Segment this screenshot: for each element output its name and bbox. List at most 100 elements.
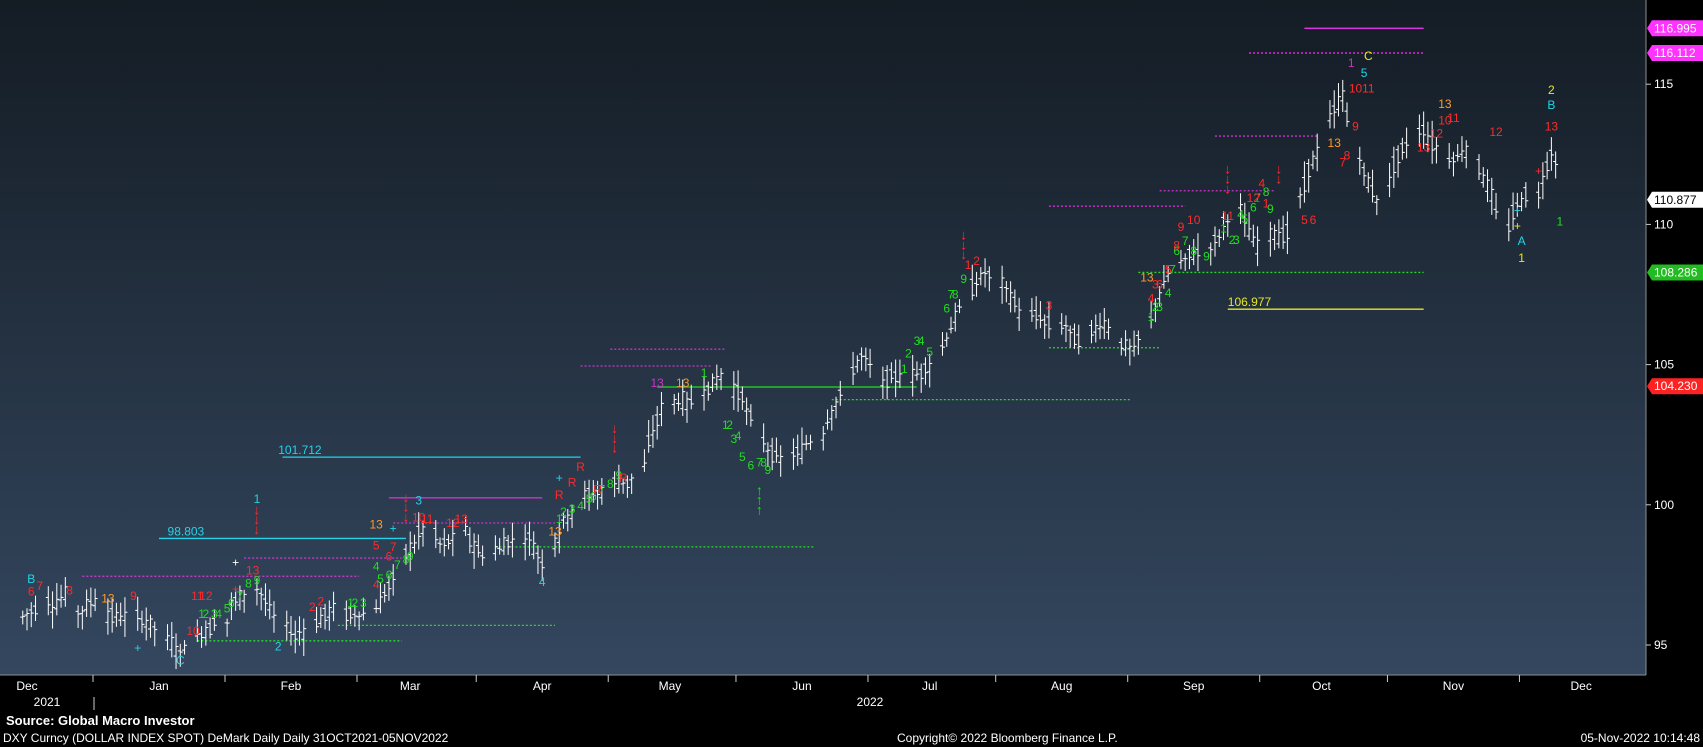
setup-arrow-marker: ↓ xyxy=(960,236,967,252)
ohlc-bar xyxy=(1331,90,1337,129)
ohlc-bar xyxy=(152,621,158,647)
ohlc-bar xyxy=(1221,211,1227,241)
price-bars xyxy=(20,79,1559,670)
ohlc-bar xyxy=(450,519,456,557)
ohlc-bar xyxy=(228,592,234,621)
ohlc-bar xyxy=(1071,323,1077,349)
ohlc-bar xyxy=(807,434,813,450)
ohlc-bar xyxy=(1191,239,1197,266)
ohlc-bar xyxy=(386,575,392,601)
source-label: Source: Global Macro Investor xyxy=(6,713,195,728)
ohlc-bar xyxy=(1463,140,1469,169)
ohlc-bar xyxy=(620,478,626,494)
demark-count-label: + xyxy=(390,522,397,536)
ohlc-bar xyxy=(1152,298,1158,323)
demark-count-label: 2 xyxy=(352,596,359,610)
ohlc-bar xyxy=(54,583,60,616)
ohlc-bar xyxy=(999,265,1005,304)
demark-count-label: 13 xyxy=(1545,119,1559,133)
x-month-label: Apr xyxy=(533,679,552,693)
ohlc-bar xyxy=(207,617,213,639)
ohlc-bar xyxy=(258,587,264,611)
ohlc-bar xyxy=(1148,301,1154,329)
ohlc-bar xyxy=(1365,172,1371,193)
ohlc-bar xyxy=(1097,312,1103,340)
ohlc-bar xyxy=(982,258,988,288)
demark-count-label: R xyxy=(555,488,564,502)
ohlc-bar xyxy=(262,583,268,617)
demark-count-label: 11 xyxy=(1447,111,1460,125)
ohlc-bar xyxy=(360,597,366,621)
demark-count-label: 8 xyxy=(1263,185,1270,199)
ohlc-bar xyxy=(1093,314,1099,343)
demark-count-label: 6 xyxy=(228,596,235,610)
ohlc-bar xyxy=(84,589,90,617)
demark-count-label: 2 xyxy=(1152,300,1159,314)
ohlc-bar xyxy=(1042,314,1048,339)
demark-count-label: 10 xyxy=(1438,114,1452,128)
ohlc-bar xyxy=(467,527,473,554)
ohlc-bar xyxy=(1208,242,1214,266)
setup-arrow-marker: ↓ xyxy=(611,430,618,446)
ohlc-bar xyxy=(1519,192,1525,212)
ohlc-bar xyxy=(795,434,801,466)
ohlc-bar xyxy=(599,478,605,505)
ohlc-bar xyxy=(1250,224,1256,247)
ohlc-bar xyxy=(561,511,567,529)
demark-count-label: 4 xyxy=(918,334,925,348)
ohlc-bar xyxy=(224,618,230,637)
demark-count-label: + xyxy=(1535,164,1542,178)
ohlc-bar xyxy=(914,361,920,381)
ohlc-bar xyxy=(974,271,980,297)
ohlc-bar xyxy=(629,473,635,495)
x-month-label: Mar xyxy=(400,679,421,693)
ohlc-bar xyxy=(1387,162,1393,198)
setup-arrow-marker: ↓ xyxy=(611,420,618,436)
ohlc-bar xyxy=(1391,146,1397,188)
ohlc-bar xyxy=(1361,162,1367,186)
ohlc-bar xyxy=(433,520,439,549)
ohlc-bar xyxy=(744,397,750,426)
demark-count-label: 4 xyxy=(1165,286,1172,300)
demark-count-label: 3 xyxy=(415,494,422,508)
demark-count-label: 3 xyxy=(1046,299,1053,313)
demark-count-label: 2 xyxy=(973,254,980,268)
ohlc-bar xyxy=(731,371,737,411)
demark-count-label: 9 xyxy=(616,468,623,482)
ohlc-bar xyxy=(79,605,85,630)
demark-count-label: R xyxy=(593,482,602,496)
ohlc-bar xyxy=(590,480,596,503)
x-month-label: Feb xyxy=(281,679,302,693)
ohlc-bar xyxy=(1267,221,1273,257)
demark-count-label: 6 xyxy=(748,459,755,473)
price-label-text: 110.877 xyxy=(1654,193,1697,207)
demark-count-label: 10 xyxy=(186,624,200,638)
ohlc-bar xyxy=(203,620,209,646)
timestamp-label: 05-Nov-2022 10:14:48 xyxy=(1580,731,1700,745)
demark-count-label: R xyxy=(568,475,577,489)
ohlc-bar xyxy=(1182,253,1188,271)
demark-count-label: 4 xyxy=(735,429,742,443)
demark-count-label: 13 xyxy=(651,376,665,390)
y-axis: 95 100 105 110 115 xyxy=(1646,77,1674,652)
setup-arrow-marker: ↑ xyxy=(756,482,763,498)
demark-count-label: 6 xyxy=(1156,278,1163,292)
demark-count-label: 5 xyxy=(739,450,746,464)
price-label-text: 108.286 xyxy=(1654,265,1698,279)
ohlc-bar xyxy=(910,354,916,397)
price-label-text: 104.230 xyxy=(1654,379,1698,393)
ohlc-bar xyxy=(1306,158,1312,193)
demark-count-label: 1 xyxy=(556,512,563,526)
ohlc-bar xyxy=(1310,150,1316,170)
ohlc-bar xyxy=(254,578,260,606)
ohlc-bar xyxy=(952,302,958,332)
price-label-box xyxy=(1647,45,1703,62)
ohlc-bar xyxy=(475,534,481,558)
ohlc-bar xyxy=(705,381,711,401)
demark-count-label: 1 xyxy=(1263,196,1270,210)
x-axis: Dec Jan Feb Mar Apr May Jun Jul Aug Sep Oct Nov Dec 2… xyxy=(16,675,1592,710)
setup-arrow-marker: ↑ xyxy=(756,492,763,508)
ohlc-bar xyxy=(612,471,618,498)
ohlc-bar xyxy=(92,588,98,612)
ohlc-bar xyxy=(1046,302,1052,339)
